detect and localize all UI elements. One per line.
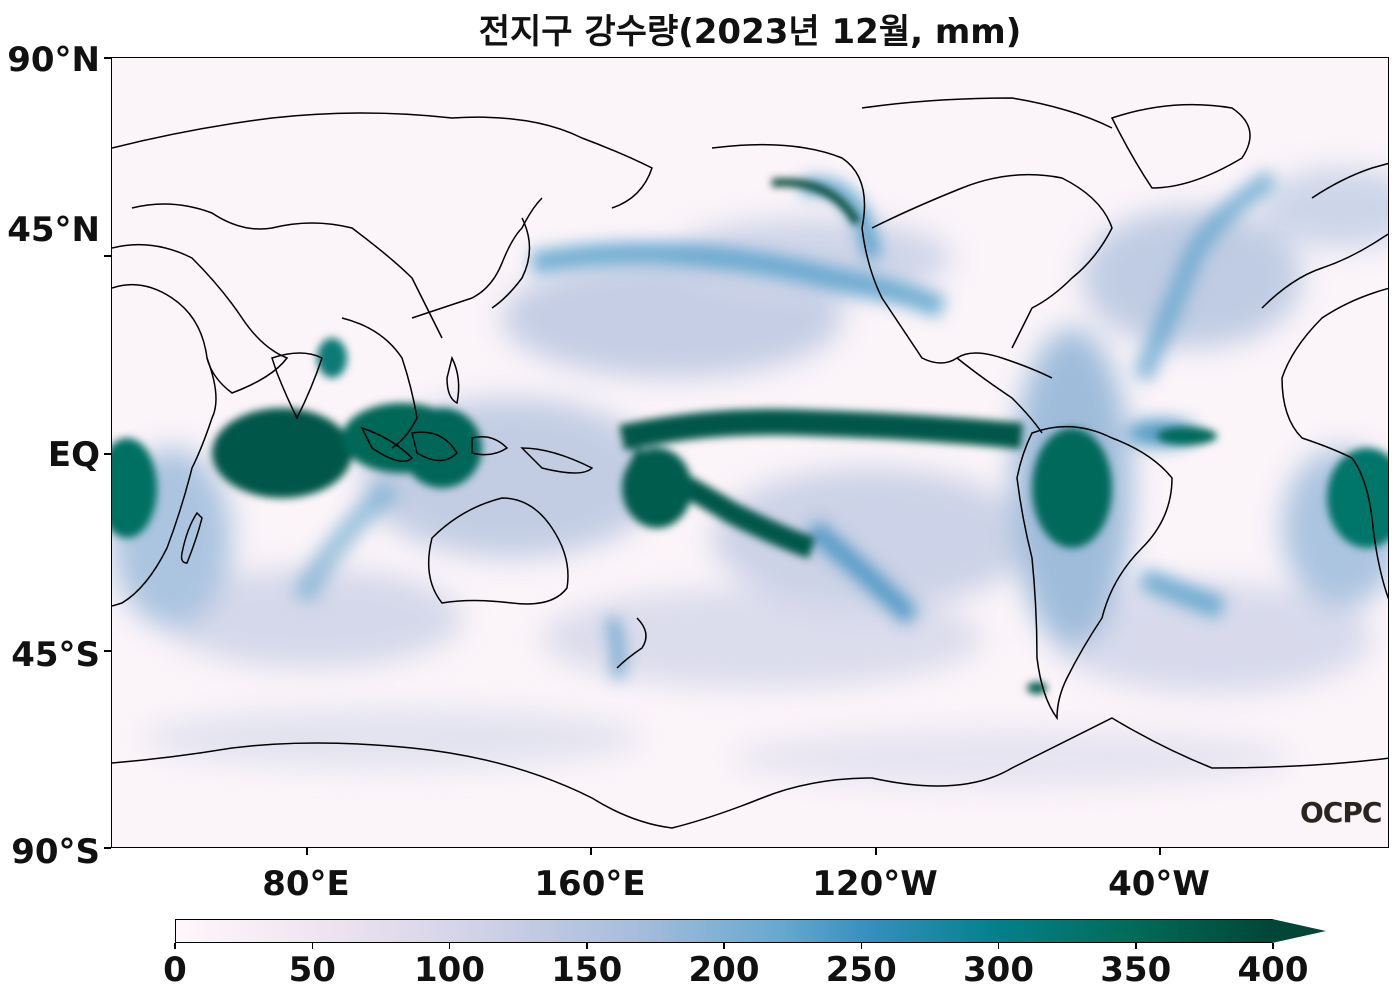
colorbar-tick [860, 943, 862, 949]
y-tick [104, 255, 111, 257]
colorbar-tick [174, 943, 176, 949]
y-label-45n: 45°N [7, 210, 100, 250]
colorbar-tick-label: 50 [288, 950, 336, 990]
x-label-40w: 40°W [1108, 864, 1210, 904]
precipitation-field [112, 58, 1388, 847]
colorbar-tick [586, 943, 588, 949]
y-tick [104, 57, 111, 59]
y-label-90s: 90°S [11, 832, 100, 872]
y-tick [104, 847, 111, 849]
x-tick [590, 848, 592, 855]
colorbar [175, 919, 1273, 943]
colorbar-tick [723, 943, 725, 949]
x-label-80e: 80°E [262, 864, 350, 904]
y-label-90n: 90°N [7, 40, 100, 80]
heavy-rain-regions [112, 178, 1388, 694]
colorbar-tick-label: 300 [963, 950, 1034, 990]
colorbar-tick [311, 943, 313, 949]
colorbar-tick [997, 943, 1000, 949]
precipitation-map [111, 57, 1389, 848]
colorbar-tick [1135, 943, 1137, 949]
colorbar-tick-label: 350 [1100, 950, 1172, 990]
medium-rain-bands [291, 169, 1278, 680]
colorbar-tick [448, 943, 451, 949]
colorbar-tick [1272, 943, 1274, 949]
y-tick [104, 453, 111, 455]
x-label-160e: 160°E [534, 864, 646, 904]
map-title: 전지구 강수량(2023년 12월, mm) [478, 12, 1022, 52]
colorbar-tick-label: 400 [1237, 950, 1309, 990]
colorbar-tick-label: 250 [825, 950, 897, 990]
y-label-45s: 45°S [11, 635, 100, 675]
colorbar-tick-label: 100 [414, 950, 485, 990]
colorbar-extend-arrow [1272, 919, 1326, 943]
x-tick [875, 848, 877, 855]
x-tick [306, 848, 308, 855]
light-rain-swaths [112, 168, 1388, 788]
x-tick [1159, 848, 1161, 855]
colorbar-tick-label: 200 [688, 950, 760, 990]
ocpc-logo: OCPC [1300, 796, 1382, 829]
x-label-120w: 120°W [812, 864, 938, 904]
colorbar-tick-label: 0 [163, 950, 187, 990]
coastlines [112, 97, 1388, 829]
y-tick [104, 650, 111, 652]
colorbar-tick-label: 150 [551, 950, 623, 990]
y-label-eq: EQ [47, 435, 100, 475]
